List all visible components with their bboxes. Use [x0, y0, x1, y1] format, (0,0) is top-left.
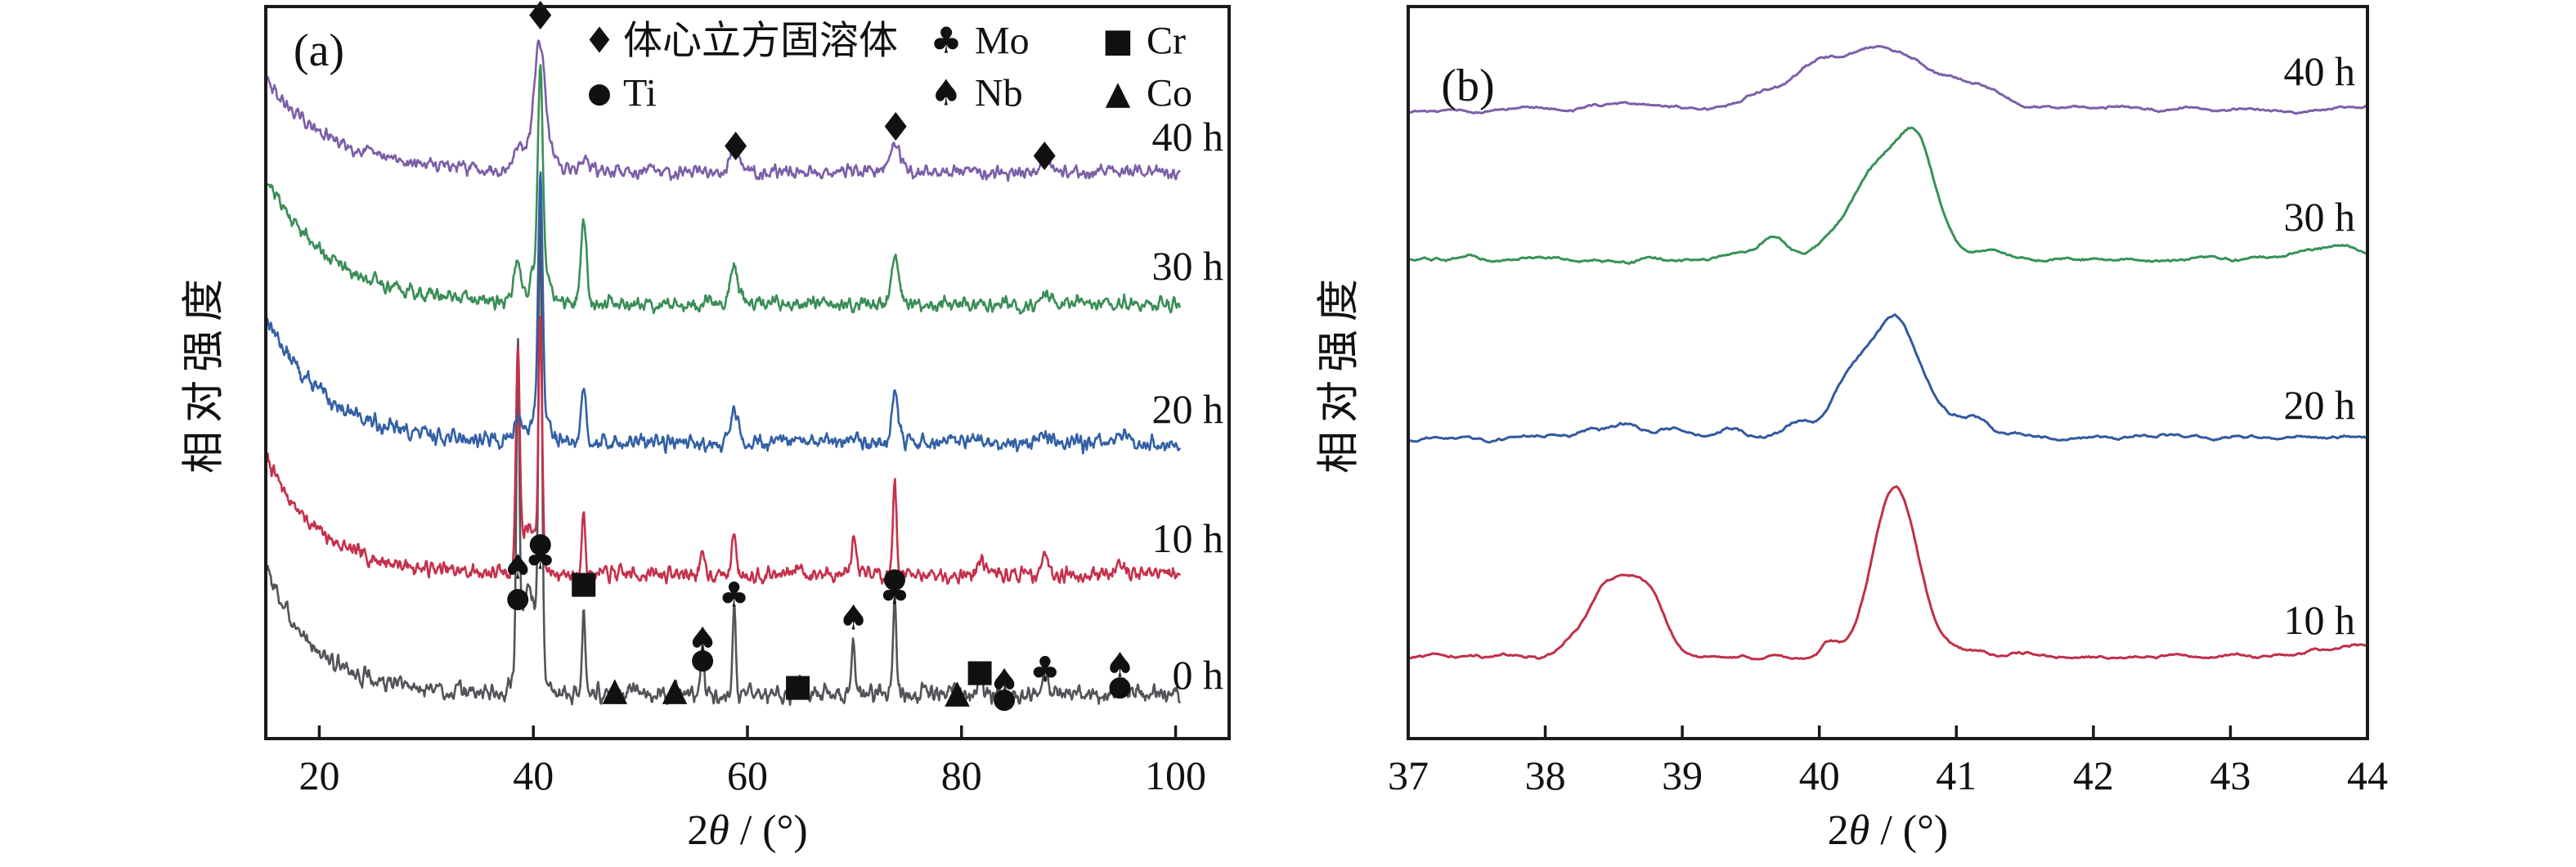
panel-a-tick-label: 20	[298, 752, 339, 798]
square-marker-icon: ■	[783, 667, 813, 703]
panel-b-tag: (b)	[1441, 61, 1494, 111]
panel-b-tick-label: 43	[2210, 752, 2251, 798]
xrd-curve-b-40h	[1407, 45, 2368, 115]
xrd-curve-a-10h	[265, 316, 1181, 585]
panel-b-tick-label: 39	[1662, 752, 1703, 798]
panel-a-frame	[264, 5, 1231, 740]
legend-club-icon: ♣	[930, 20, 962, 62]
panel-a-tick-label: 40	[513, 752, 554, 798]
circle-marker-icon: ●	[505, 582, 530, 614]
series-label-a-20h: 20 h	[1152, 386, 1224, 432]
panel-b: 10 h 20 h 30 h 40 h 37 38 39 40 41 42 43 44 2θ / (°)…	[1317, 5, 2388, 854]
circle-marker-icon: ●	[882, 562, 907, 595]
series-label-b-30h: 30 h	[2284, 194, 2356, 240]
circle-marker-icon: ●	[528, 527, 553, 559]
panel-a-xaxis-title: 2θ / (°)	[687, 807, 807, 854]
legend-square-icon: ■	[1102, 22, 1133, 60]
series-label-b-10h: 10 h	[2284, 597, 2356, 643]
triangle-marker-icon: ▲	[945, 673, 970, 711]
panel-a-tag: (a)	[294, 25, 344, 76]
spade-marker-icon: ♠	[687, 620, 718, 660]
club-marker-icon: ♣	[1030, 649, 1061, 690]
circle-marker-icon: ●	[690, 643, 715, 676]
legend-diamond-icon: ♦	[583, 20, 615, 62]
diamond-marker-icon: ♦	[718, 124, 753, 170]
panel-b-yaxis-title: 相对强度	[1317, 271, 1363, 474]
diamond-marker-icon: ♦	[878, 105, 913, 150]
panel-b-tick-label: 44	[2347, 752, 2388, 798]
xrd-curve-b-30h	[1407, 126, 2368, 265]
circle-marker-icon: ●	[992, 682, 1016, 715]
xrd-curve-b-10h	[1407, 485, 2368, 661]
legend-label-circle: Ti	[623, 72, 657, 115]
spade-marker-icon: ♠	[1105, 645, 1136, 685]
series-label-a-10h: 10 h	[1152, 515, 1224, 561]
panel-b-tick-label: 37	[1388, 752, 1429, 798]
panel-a-tick-label: 80	[941, 752, 982, 798]
club-marker-icon: ♣	[525, 537, 556, 577]
legend-circle-icon: ●	[587, 77, 612, 110]
legend-label-club: Mo	[975, 20, 1030, 63]
square-marker-icon: ■	[965, 653, 994, 689]
panel-b-tick-label: 42	[2073, 752, 2114, 798]
panel-b-tick-label: 40	[1799, 752, 1840, 798]
triangle-marker-icon: ▲	[662, 671, 688, 708]
xrd-curve-a-20h	[265, 171, 1181, 455]
panel-b-tick-label: 41	[1936, 752, 1977, 798]
panel-a-tick-label: 60	[727, 752, 768, 798]
legend-triangle-icon: ▲	[1106, 74, 1131, 112]
legend-label-square: Cr	[1147, 20, 1186, 63]
spade-marker-icon: ♠	[838, 598, 869, 638]
panel-a-yaxis-title: 相对强度	[182, 271, 228, 474]
triangle-marker-icon: ▲	[602, 671, 627, 708]
xrd-curve-b-20h	[1407, 313, 2368, 444]
xrd-curve-a-0h	[265, 177, 1181, 706]
panel-b-tick-label: 38	[1525, 752, 1566, 798]
diamond-marker-icon: ♦	[1027, 134, 1062, 180]
series-label-a-0h: 0 h	[1173, 652, 1224, 698]
club-marker-icon: ♣	[879, 573, 910, 613]
series-label-a-30h: 30 h	[1152, 243, 1224, 289]
legend-label-triangle: Co	[1147, 72, 1192, 115]
series-label-b-20h: 20 h	[2284, 382, 2356, 428]
spade-marker-icon: ♠	[502, 547, 533, 587]
series-label-a-40h: 40 h	[1152, 114, 1224, 159]
legend-label-spade: Nb	[975, 72, 1023, 115]
series-label-b-40h: 40 h	[2284, 48, 2356, 94]
spade-marker-icon: ♠	[989, 662, 1020, 702]
panel-b-frame	[1407, 5, 2369, 740]
panel-b-xaxis-title: 2θ / (°)	[1828, 807, 1948, 854]
xrd-curve-a-30h	[265, 64, 1181, 315]
panel-a: 0 h10 h20 h30 h40 h♦♦ ♦♦♠●●♣■▲ ▲♠●♣■♠●♣▲■♠…	[182, 0, 1231, 854]
xrd-curve-a-40h	[265, 39, 1181, 182]
panel-a-tick-label: 100	[1145, 752, 1206, 798]
club-marker-icon: ♣	[719, 575, 750, 615]
legend-label-diamond: 体心立方固溶体	[623, 20, 898, 63]
square-marker-icon: ■	[569, 564, 599, 600]
legend-spade-icon: ♠	[930, 73, 962, 115]
circle-marker-icon: ●	[1108, 670, 1133, 703]
